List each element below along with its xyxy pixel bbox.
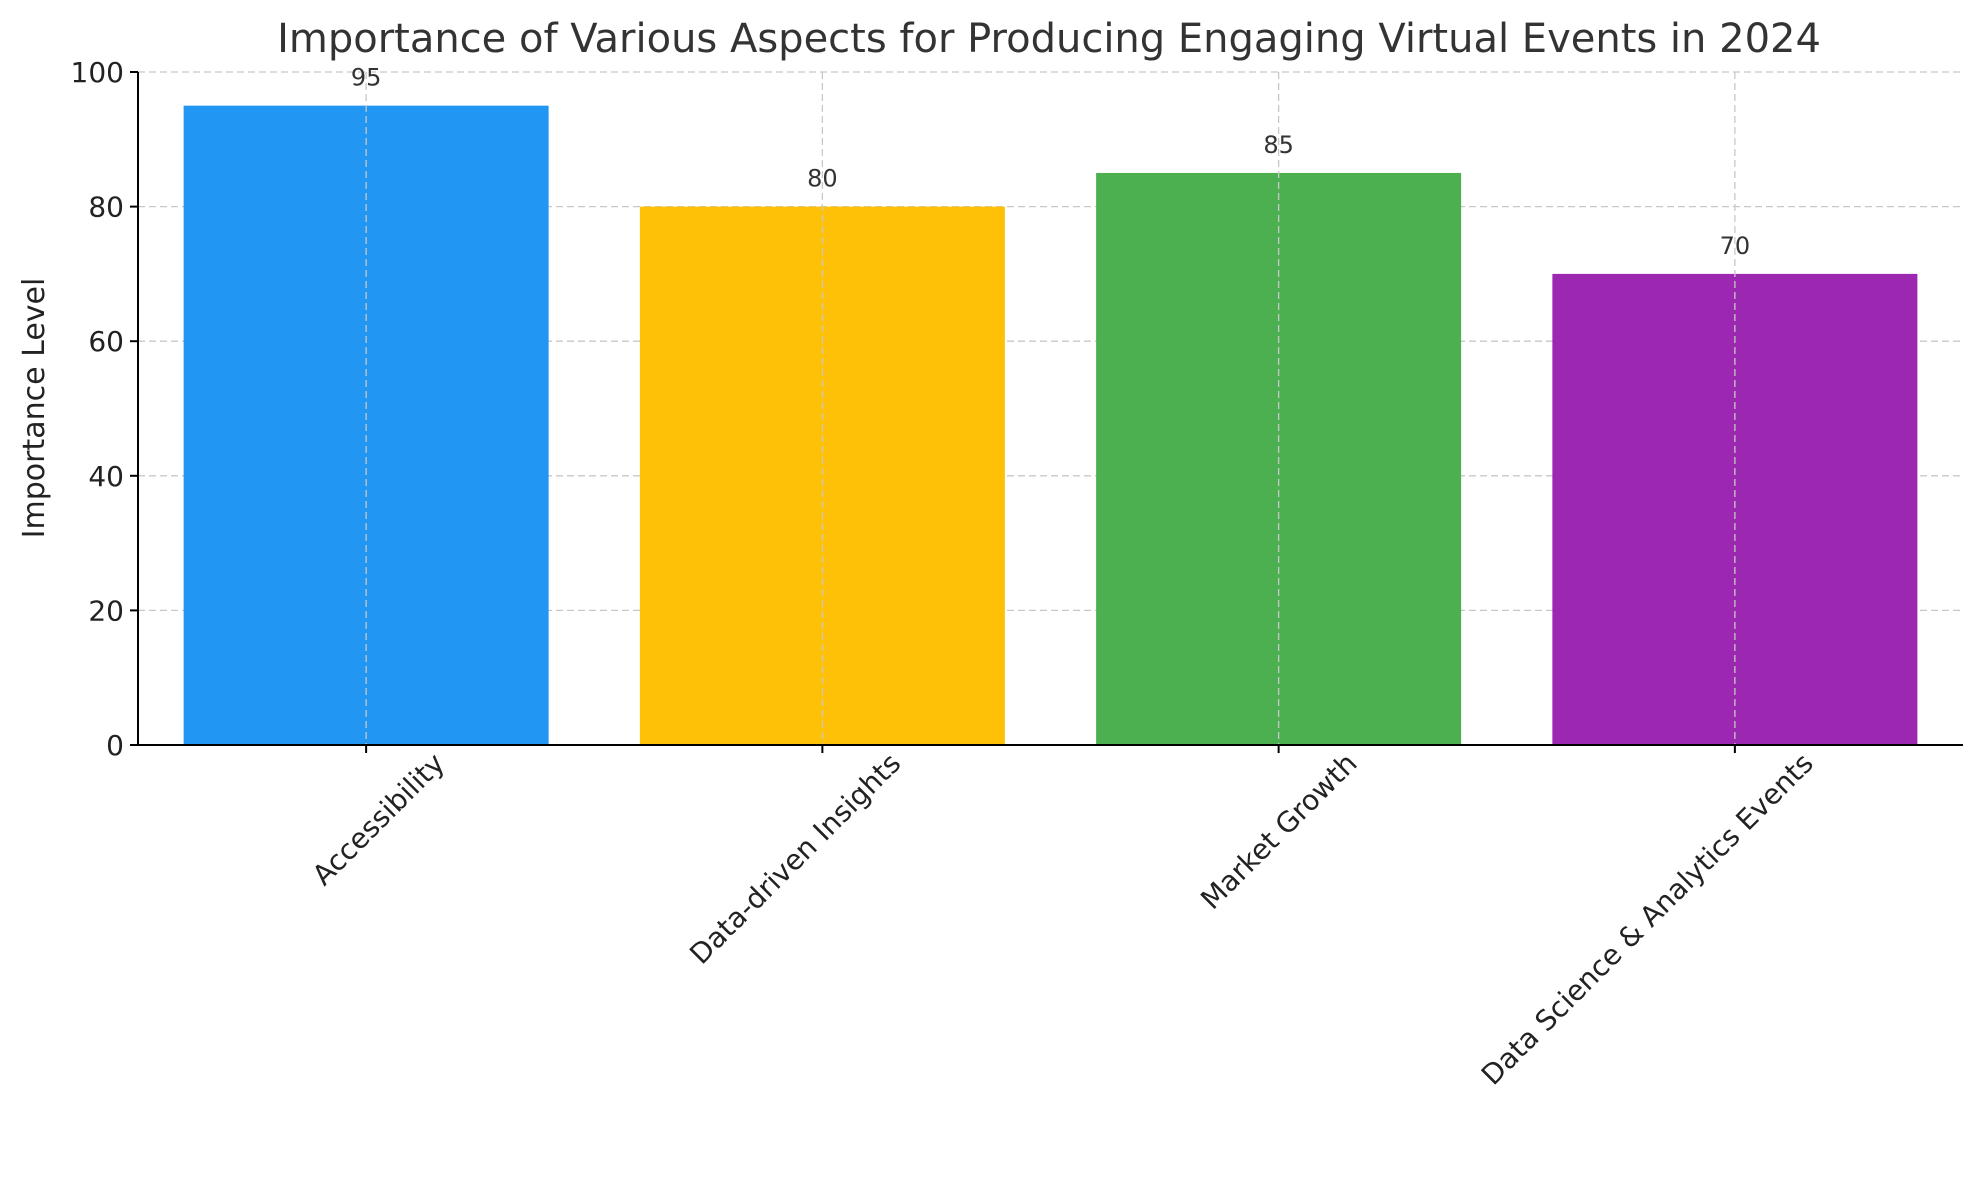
- chart-title: Importance of Various Aspects for Produc…: [277, 16, 1821, 62]
- data-label: 80: [807, 165, 838, 193]
- y-tick-labels: 0 20 40 60 80 100: [71, 56, 124, 762]
- bars: [183, 105, 1918, 746]
- bar: [1552, 273, 1918, 745]
- y-tick-label: 80: [88, 191, 124, 224]
- vertical-grid-lines: [365, 72, 1736, 745]
- x-tick-label: Accessibility: [306, 747, 451, 892]
- x-tick-label: Market Growth: [1194, 747, 1363, 916]
- x-tick-labels: Accessibility Data-driven Insights Market …: [306, 747, 1820, 1092]
- y-axis-label: Importance Level: [17, 278, 52, 539]
- y-tick-label: 40: [88, 460, 124, 493]
- axes: [130, 71, 1963, 753]
- x-tick-label: Data-driven Insights: [683, 747, 907, 971]
- y-tick-label: 100: [71, 56, 124, 89]
- y-tick-label: 20: [88, 594, 124, 627]
- y-tick-label: 0: [106, 729, 124, 762]
- x-tick-label: Data Science & Analytics Events: [1475, 747, 1820, 1092]
- data-label: 85: [1263, 131, 1294, 159]
- y-tick-label: 60: [88, 325, 124, 358]
- data-label: 70: [1720, 232, 1751, 260]
- data-label: 95: [351, 64, 382, 92]
- data-labels: 95 80 85 70: [351, 64, 1750, 260]
